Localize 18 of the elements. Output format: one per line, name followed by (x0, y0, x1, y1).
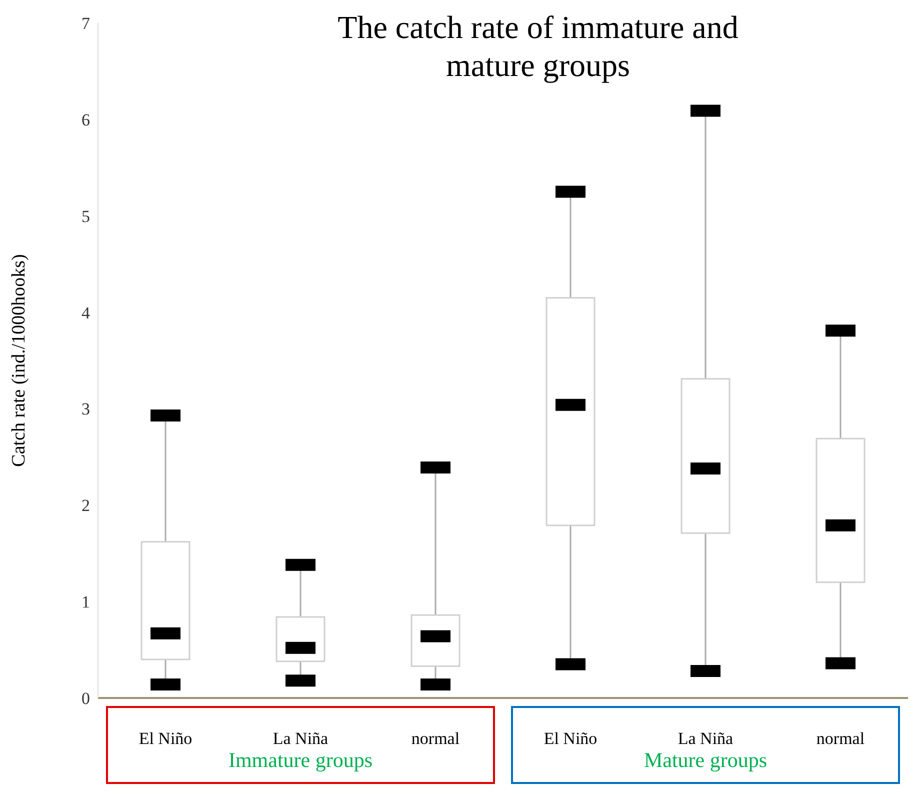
y-axis-title: Catch rate (ind./1000hooks) (8, 254, 30, 467)
x-tick-label: La Niña (272, 729, 329, 748)
y-tick-label: 4 (82, 303, 90, 322)
y-tick-label: 0 (82, 689, 90, 708)
y-tick-label: 3 (82, 400, 90, 419)
x-tick-label: La Niña (678, 729, 734, 748)
y-tick-label: 5 (82, 206, 90, 226)
x-tick-label: normal (411, 729, 460, 748)
y-tick-label: 2 (82, 496, 90, 516)
y-tick-label: 1 (82, 592, 90, 612)
chart-title: The catch rate of immature and mature groups (336, 8, 740, 84)
text: Immature groups (227, 748, 374, 773)
x-tick-label: El Niño (138, 729, 192, 748)
y-tick-label: 6 (82, 110, 90, 130)
x-tick-label: El Niño (544, 729, 598, 748)
y-tick-label: 7 (82, 14, 90, 34)
text: Mature groups (642, 748, 768, 773)
x-tick-label: normal (816, 729, 865, 748)
